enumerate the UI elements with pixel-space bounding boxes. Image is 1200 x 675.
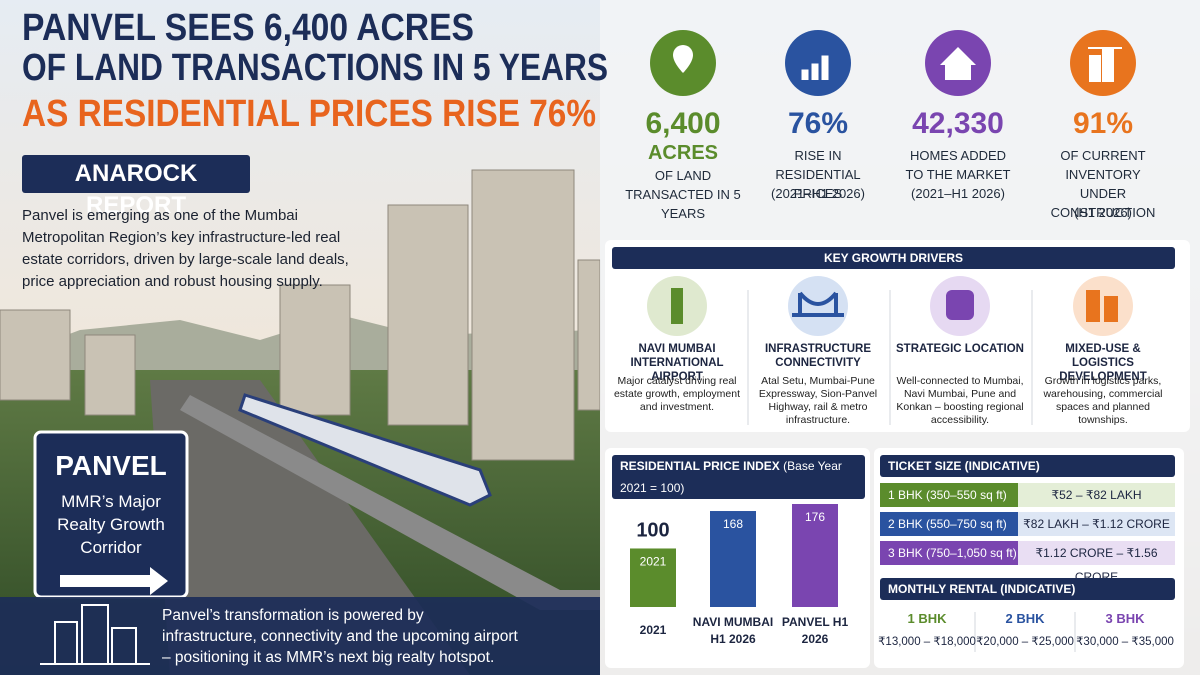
badge: ANAROCK REPORT xyxy=(22,158,250,222)
ticket-row-bg xyxy=(1018,483,1175,507)
chart-subtitle: (Base Year 2021 = 100) xyxy=(620,459,842,495)
sign-subtitle: MMR’s Major Realty Growth Corridor xyxy=(57,492,165,557)
chart-title: RESIDENTIAL PRICE INDEX xyxy=(620,459,780,473)
title-line: PANVEL SEES 6,400 ACRES xyxy=(22,7,474,49)
driver-title: MIXED-USE & LOGISTICS DEVELOPMENT xyxy=(1059,343,1147,383)
stat-label: RISE IN RESIDENTIAL PRICES xyxy=(775,148,861,201)
stat-label: OF CURRENT INVENTORY UNDER CONSTRUCTION xyxy=(1050,148,1156,220)
ticket-price: ₹82 LAKH – ₹1.12 CRORE xyxy=(1023,517,1170,531)
footer-band xyxy=(0,597,600,675)
x-tick-label: 2021 xyxy=(639,623,667,637)
driver-text: Well-connected to Mumbai, Navi Mumbai, P… xyxy=(896,375,1024,426)
bar-text: 176 xyxy=(805,510,825,524)
driver-title: STRATEGIC LOCATION xyxy=(896,343,1024,355)
bar xyxy=(710,511,756,607)
stat-note: (2021–H1 2026) xyxy=(771,186,865,201)
stat-note: (H1 2026) xyxy=(1074,205,1132,220)
sign-arrow xyxy=(60,567,168,595)
buildings xyxy=(0,169,601,461)
bar-text: 168 xyxy=(723,517,743,531)
driver-text: Atal Setu, Mumbai-Pune Expressway, Sion-… xyxy=(758,375,878,426)
x-tick-label: NAVI MUMBAI H1 2026 xyxy=(692,615,774,646)
rental-header: MONTHLY RENTAL (INDICATIVE) xyxy=(880,578,1175,600)
stat-note: (2021–H1 2026) xyxy=(911,186,1005,201)
driver-text: Growth in logistics parks, warehousing, … xyxy=(1043,375,1163,426)
ticket-type: 3 BHK (750–1,050 sq ft) xyxy=(880,541,1018,565)
rental-range: ₹13,000 – ₹18,000 xyxy=(878,636,976,648)
driver-text: Major catalyst driving real estate growt… xyxy=(613,375,741,413)
driver-icons xyxy=(647,276,1133,336)
column-dividers xyxy=(747,290,1076,652)
footer-text: Panvel’s transformation is powered by in… xyxy=(162,607,518,666)
sign-title: PANVEL xyxy=(55,450,167,481)
stat-value: 6,400 xyxy=(645,107,721,140)
stat-value: 91% xyxy=(1072,107,1134,140)
ticket-row-bg xyxy=(1018,512,1175,536)
stat-label: OF LAND TRANSACTED IN 5 YEARS xyxy=(625,168,741,221)
rental-range: ₹30,000 – ₹35,000 xyxy=(1076,636,1174,648)
value-label: 100 xyxy=(636,519,669,541)
viaduct xyxy=(180,395,600,610)
chart-header: RESIDENTIAL PRICE INDEX (Base Year 2021 … xyxy=(612,455,865,499)
badge-text: ANAROCK REPORT xyxy=(74,160,198,219)
title-line: AS RESIDENTIAL PRICES RISE 76% xyxy=(22,93,596,135)
metro-train xyxy=(238,393,492,507)
bar xyxy=(792,504,838,607)
ticket-row-bg xyxy=(1018,541,1175,565)
footer-icon xyxy=(40,604,150,665)
drivers-card xyxy=(605,240,1190,432)
stat-value: 42,330 xyxy=(912,107,1004,140)
bar-text: 2021 xyxy=(640,554,667,568)
title-line: OF LAND TRANSACTIONS IN 5 YEARS xyxy=(22,47,608,89)
rental-type: 1 BHK xyxy=(907,611,947,626)
driver-title: NAVI MUMBAI INTERNATIONAL AIRPORT xyxy=(630,343,724,383)
stat-label: HOMES ADDED TO THE MARKET xyxy=(905,148,1011,182)
bar xyxy=(630,548,676,607)
rental-type: 2 BHK xyxy=(1005,611,1045,626)
rental-type: 3 BHK xyxy=(1105,611,1145,626)
stat-unit: ACRES xyxy=(647,142,718,164)
ticket-type: 2 BHK (550–750 sq ft) xyxy=(880,512,1018,536)
stat-icons xyxy=(650,30,1136,96)
driver-title: INFRASTRUCTURE CONNECTIVITY xyxy=(764,343,872,369)
ticket-header: TICKET SIZE (INDICATIVE) xyxy=(880,455,1175,477)
stat-value: 76% xyxy=(787,107,849,140)
ticket-price: ₹52 – ₹82 LAKH xyxy=(1051,488,1142,502)
ticket-type: 1 BHK (350–550 sq ft) xyxy=(880,483,1018,507)
badge-bg xyxy=(22,155,250,193)
drivers-header: KEY GROWTH DRIVERS xyxy=(612,247,1175,269)
rental-range: ₹20,000 – ₹25,000 xyxy=(976,636,1074,648)
x-tick-label: PANVEL H1 2026 xyxy=(781,615,849,646)
intro: Panvel is emerging as one of the Mumbai … xyxy=(22,207,349,290)
